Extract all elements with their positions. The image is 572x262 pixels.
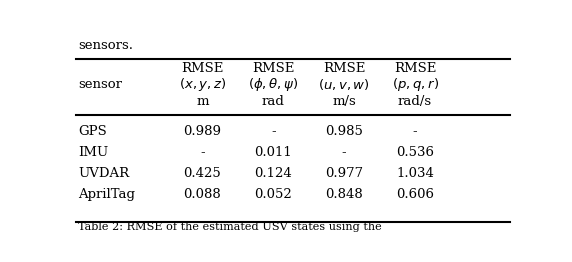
Text: RMSE: RMSE	[181, 62, 224, 75]
Text: 0.985: 0.985	[325, 125, 363, 138]
Text: UVDAR: UVDAR	[78, 167, 129, 180]
Text: RMSE: RMSE	[394, 62, 436, 75]
Text: -: -	[271, 125, 276, 138]
Text: m/s: m/s	[332, 95, 356, 107]
Text: $(u,v,w)$: $(u,v,w)$	[318, 77, 370, 92]
Text: Table 2: RMSE of the estimated USV states using the: Table 2: RMSE of the estimated USV state…	[78, 222, 382, 232]
Text: 0.848: 0.848	[325, 188, 363, 201]
Text: 0.088: 0.088	[184, 188, 221, 201]
Text: 0.124: 0.124	[255, 167, 292, 180]
Text: 0.536: 0.536	[396, 146, 434, 159]
Text: $(x,y,z)$: $(x,y,z)$	[178, 77, 226, 93]
Text: IMU: IMU	[78, 146, 109, 159]
Text: -: -	[200, 146, 205, 159]
Text: 0.977: 0.977	[325, 167, 363, 180]
Text: 0.425: 0.425	[184, 167, 221, 180]
Text: 0.989: 0.989	[183, 125, 221, 138]
Text: $(\phi,\theta,\psi)$: $(\phi,\theta,\psi)$	[248, 77, 299, 93]
Text: 0.052: 0.052	[255, 188, 292, 201]
Text: m: m	[196, 95, 209, 107]
Text: sensor: sensor	[78, 78, 122, 91]
Text: rad/s: rad/s	[398, 95, 432, 107]
Text: RMSE: RMSE	[323, 62, 366, 75]
Text: sensors.: sensors.	[78, 39, 133, 52]
Text: GPS: GPS	[78, 125, 107, 138]
Text: 0.606: 0.606	[396, 188, 434, 201]
Text: AprilTag: AprilTag	[78, 188, 135, 201]
Text: -: -	[413, 125, 418, 138]
Text: RMSE: RMSE	[252, 62, 295, 75]
Text: $(p,q,r)$: $(p,q,r)$	[392, 77, 439, 93]
Text: -: -	[342, 146, 347, 159]
Text: 0.011: 0.011	[255, 146, 292, 159]
Text: rad: rad	[262, 95, 285, 107]
Text: 1.034: 1.034	[396, 167, 434, 180]
